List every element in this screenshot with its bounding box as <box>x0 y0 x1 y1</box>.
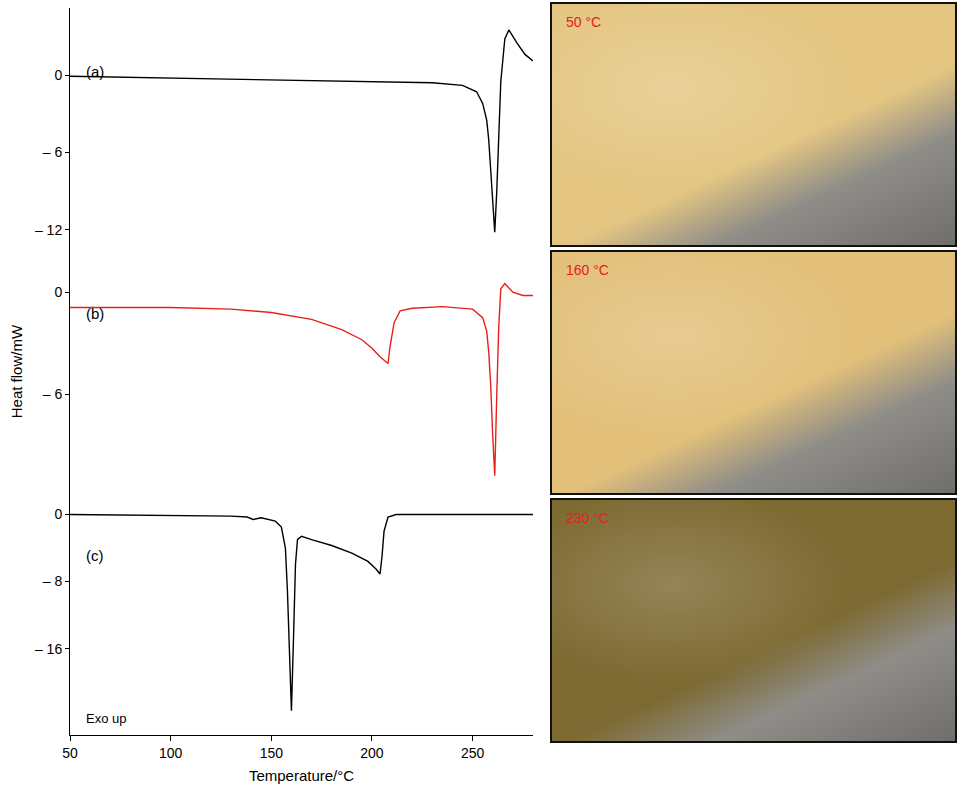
html-text:50 °C: 50 °C <box>566 14 602 30</box>
svg-text:– 12: – 12 <box>35 222 62 238</box>
html-text:230 °C: 230 °C <box>566 510 609 526</box>
svg-text:– 8: – 8 <box>43 573 63 589</box>
svg-text:Heat flow/mW: Heat flow/mW <box>8 324 25 418</box>
svg-text:(b): (b) <box>86 305 104 322</box>
svg-text:– 16: – 16 <box>35 641 62 657</box>
html-text:160 °C: 160 °C <box>566 262 609 278</box>
svg-text:0: 0 <box>54 506 62 522</box>
svg-text:0: 0 <box>54 284 62 300</box>
svg-text:250: 250 <box>461 745 485 761</box>
svg-text:150: 150 <box>260 745 284 761</box>
svg-text:Temperature/°C: Temperature/°C <box>249 767 354 784</box>
svg-text:(c): (c) <box>86 547 104 564</box>
svg-text:0: 0 <box>54 67 62 83</box>
svg-text:Exo up: Exo up <box>86 711 126 726</box>
svg-text:– 6: – 6 <box>43 386 63 402</box>
svg-text:50: 50 <box>62 745 78 761</box>
svg-text:(a): (a) <box>86 63 104 80</box>
svg-text:100: 100 <box>159 745 183 761</box>
svg-text:– 6: – 6 <box>43 144 63 160</box>
svg-text:200: 200 <box>360 745 384 761</box>
